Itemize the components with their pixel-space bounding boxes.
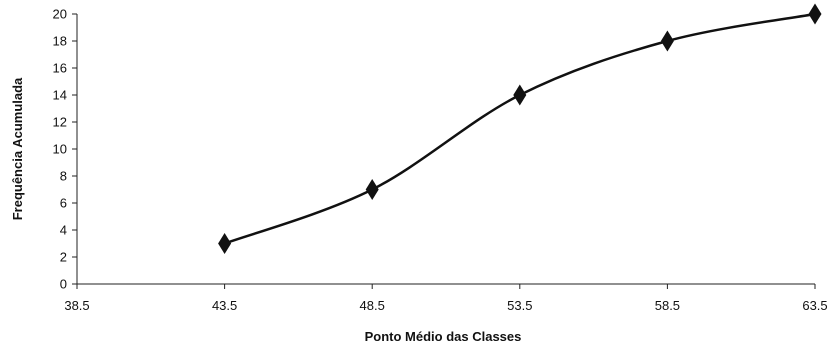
- x-tick-label: 43.5: [212, 298, 237, 313]
- y-tick-label: 12: [53, 115, 67, 130]
- x-tick-label: 63.5: [802, 298, 827, 313]
- axes: [76, 14, 815, 285]
- y-tick-label: 6: [60, 196, 67, 211]
- x-tick-label: 38.5: [64, 298, 89, 313]
- y-tick-label: 14: [53, 88, 67, 103]
- y-tick-label: 16: [53, 61, 67, 76]
- y-ticks: 0 2 4 6 8 10 12 14 16 18 20: [53, 7, 77, 292]
- x-tick-label: 53.5: [507, 298, 532, 313]
- x-tick-label: 48.5: [360, 298, 385, 313]
- data-point-marker: [660, 30, 674, 52]
- y-axis-title: Frequência Acumulada: [10, 77, 25, 220]
- x-ticks: 38.5 43.5 48.5 53.5 58.5 63.5: [64, 284, 828, 313]
- data-point-marker: [365, 179, 379, 200]
- y-tick-label: 10: [53, 142, 67, 157]
- data-point-marker: [513, 84, 527, 106]
- series-group: [218, 3, 822, 254]
- series-line: [223, 12, 817, 245]
- y-tick-label: 0: [60, 277, 67, 292]
- x-tick-label: 58.5: [655, 298, 680, 313]
- y-tick-label: 8: [60, 169, 67, 184]
- y-tick-label: 2: [60, 250, 67, 265]
- data-point-marker: [218, 233, 232, 254]
- data-point-marker: [808, 3, 822, 25]
- y-tick-label: 4: [60, 223, 67, 238]
- y-tick-label: 18: [53, 34, 67, 49]
- y-tick-label: 20: [53, 7, 67, 22]
- x-axis-title: Ponto Médio das Classes: [365, 329, 522, 344]
